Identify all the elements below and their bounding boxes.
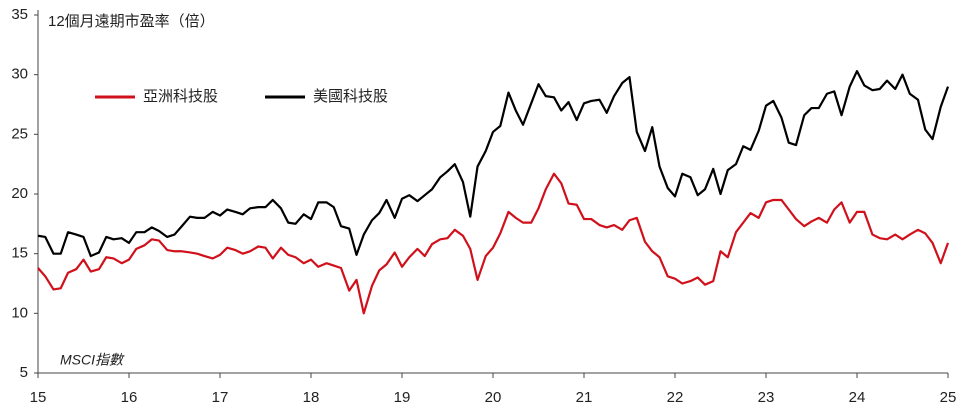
legend-label: 亞洲科技股	[143, 88, 218, 105]
y-tick-label: 20	[11, 185, 28, 202]
y-tick-label: 30	[11, 66, 28, 83]
series-line	[37, 69, 950, 258]
series-line	[37, 172, 950, 315]
y-tick-label: 5	[20, 364, 28, 381]
y-tick-label: 35	[11, 6, 28, 23]
y-tick-label: 15	[11, 245, 28, 262]
annotation: MSCI指數	[60, 352, 125, 368]
x-tick-label: 17	[212, 389, 229, 406]
x-tick-label: 19	[394, 389, 411, 406]
x-tick-label: 23	[758, 389, 775, 406]
y-tick-label: 25	[11, 125, 28, 142]
x-tick-label: 24	[849, 389, 866, 406]
x-tick-label: 21	[576, 389, 593, 406]
legend-label: 美國科技股	[313, 88, 388, 105]
x-tick-label: 25	[940, 389, 957, 406]
x-tick-label: 16	[121, 389, 138, 406]
x-tick-label: 20	[485, 389, 502, 406]
x-tick-label: 22	[667, 389, 684, 406]
y-axis-title: 12個月遠期市盈率（倍）	[48, 13, 215, 30]
y-tick-label: 10	[11, 304, 28, 321]
x-tick-label: 15	[30, 389, 47, 406]
x-tick-label: 18	[303, 389, 320, 406]
